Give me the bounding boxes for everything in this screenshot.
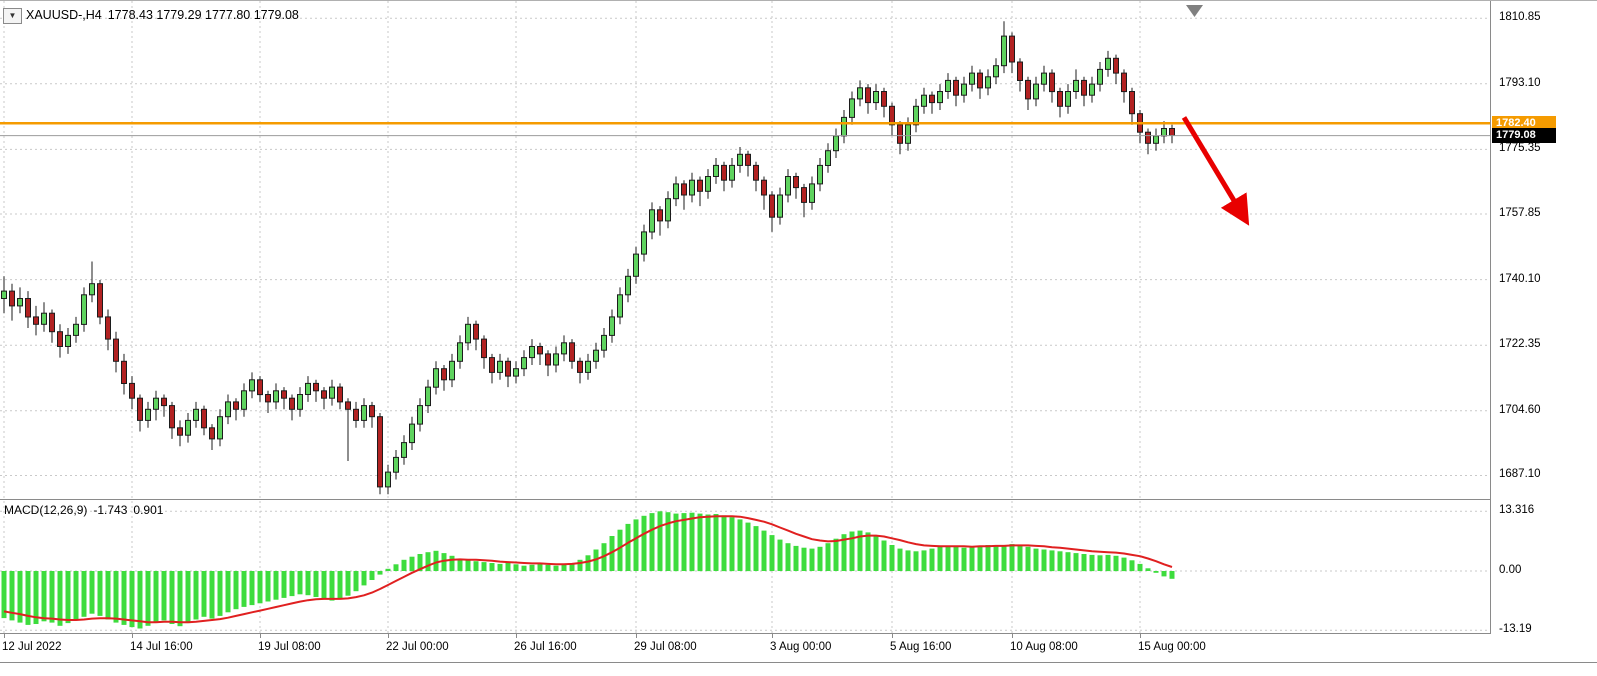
time-axis[interactable]: 12 Jul 2022 14 Jul 16:00 19 Jul 08:00 22 Ju… bbox=[0, 634, 1597, 662]
time-tick-mark bbox=[516, 634, 517, 638]
time-axis-label: 14 Jul 16:00 bbox=[130, 641, 193, 653]
macd-indicator-label: MACD(12,26,9) -1.743 0.901 bbox=[4, 503, 169, 517]
price-axis-label: 1740.10 bbox=[1499, 273, 1541, 285]
price-axis-label: 1722.35 bbox=[1499, 338, 1541, 350]
time-axis-label: 29 Jul 08:00 bbox=[634, 641, 697, 653]
price-chart-canvas[interactable] bbox=[0, 1, 1490, 634]
macd-axis-label: 13.316 bbox=[1499, 504, 1535, 516]
price-axis-label: 1704.60 bbox=[1499, 404, 1541, 416]
symbol-info: XAUUSD-,H4 1778.43 1779.29 1777.80 1779.0… bbox=[26, 8, 305, 22]
price-axis-label: 1775.35 bbox=[1499, 142, 1541, 154]
time-axis-label: 19 Jul 08:00 bbox=[258, 641, 321, 653]
pane-separator[interactable] bbox=[0, 499, 1597, 500]
autoscroll-marker-icon bbox=[1186, 5, 1203, 17]
time-tick-mark bbox=[772, 634, 773, 638]
current-price-badge: 1779.08 bbox=[1492, 128, 1556, 143]
time-axis-label: 10 Aug 08:00 bbox=[1010, 641, 1078, 653]
bottom-strip bbox=[0, 663, 1597, 676]
time-tick-mark bbox=[636, 634, 637, 638]
time-axis-label: 15 Aug 00:00 bbox=[1138, 641, 1206, 653]
trend-arrow[interactable] bbox=[1181, 116, 1250, 226]
price-axis-label: 1793.10 bbox=[1499, 77, 1541, 89]
time-axis-label: 5 Aug 16:00 bbox=[890, 641, 952, 653]
resistance-price-badge: 1782.40 bbox=[1492, 116, 1556, 131]
price-axis[interactable]: 1810.85 1793.10 1775.35 1757.85 1740.10 1722.… bbox=[1491, 1, 1597, 662]
price-axis-label: 1810.85 bbox=[1499, 11, 1541, 23]
time-axis-label: 26 Jul 16:00 bbox=[514, 641, 577, 653]
macd-axis-label: 0.00 bbox=[1499, 564, 1522, 576]
time-tick-mark bbox=[260, 634, 261, 638]
time-tick-mark bbox=[4, 634, 5, 638]
macd-axis-label: -13.19 bbox=[1499, 623, 1532, 635]
grid-lines bbox=[0, 1, 1490, 634]
dropdown-arrow-icon: ▼ bbox=[8, 11, 17, 20]
macd-name: MACD(12,26,9) bbox=[4, 503, 88, 517]
time-axis-separator bbox=[0, 633, 1597, 634]
symbol-dropdown-button[interactable]: ▼ bbox=[3, 8, 22, 24]
time-axis-label: 3 Aug 00:00 bbox=[770, 641, 832, 653]
time-axis-label: 12 Jul 2022 bbox=[2, 641, 62, 653]
symbol-timeframe-label: XAUUSD-,H4 bbox=[26, 8, 102, 22]
macd-main-value: -1.743 bbox=[93, 503, 128, 517]
price-axis-label: 1687.10 bbox=[1499, 468, 1541, 480]
ohlc-values: 1778.43 1779.29 1777.80 1779.08 bbox=[107, 8, 299, 22]
time-tick-mark bbox=[132, 634, 133, 638]
time-tick-mark bbox=[1140, 634, 1141, 638]
time-tick-mark bbox=[388, 634, 389, 638]
price-axis-separator bbox=[1490, 1, 1491, 662]
bottom-border bbox=[0, 662, 1597, 663]
time-tick-mark bbox=[892, 634, 893, 638]
macd-signal-line bbox=[3, 515, 1173, 624]
time-axis-label: 22 Jul 00:00 bbox=[386, 641, 449, 653]
price-axis-label: 1757.85 bbox=[1499, 207, 1541, 219]
macd-signal-value: 0.901 bbox=[133, 503, 164, 517]
time-tick-mark bbox=[1012, 634, 1013, 638]
